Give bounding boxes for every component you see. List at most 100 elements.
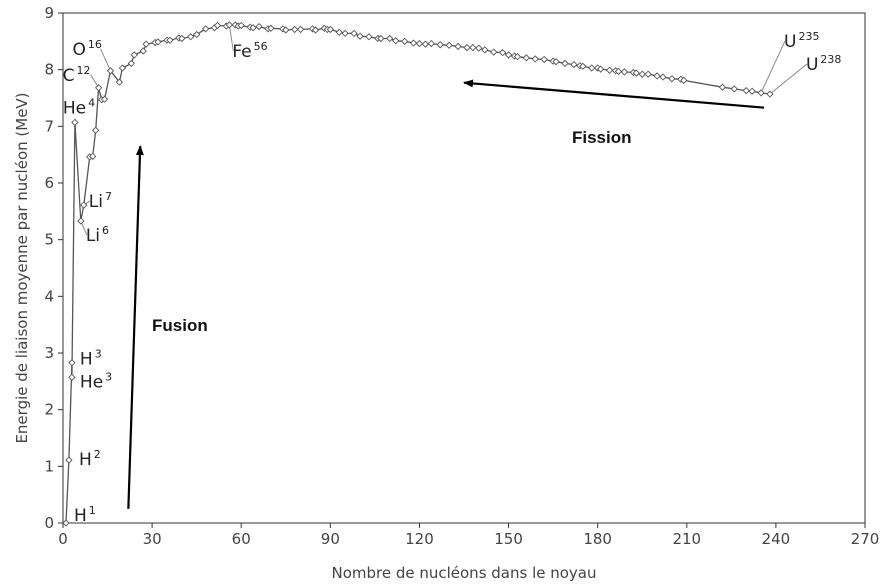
data-point <box>475 44 483 52</box>
x-tick-label: 0 <box>58 530 68 548</box>
nuclide-mass-number: 3 <box>95 348 102 361</box>
data-point <box>445 41 453 49</box>
data-point <box>115 78 124 86</box>
data-point <box>296 25 305 34</box>
data-point <box>267 24 275 32</box>
data-point <box>282 26 290 34</box>
data-point <box>187 33 195 41</box>
leader-line <box>228 24 234 51</box>
data-point <box>65 456 73 464</box>
y-axis-label: Energie de liaison moyenne par nucléon (… <box>13 92 31 443</box>
x-tick-label: 150 <box>494 530 523 548</box>
y-tick-label: 6 <box>44 174 54 192</box>
data-point <box>680 76 688 85</box>
data-point <box>409 39 418 47</box>
data-point <box>766 90 774 98</box>
process-arrow <box>463 79 765 109</box>
data-point <box>80 201 88 209</box>
data-point <box>522 54 531 62</box>
nuclide-symbol: H <box>80 350 93 370</box>
y-tick-label: 7 <box>44 117 54 135</box>
x-tick-label: 270 <box>851 530 880 548</box>
data-point <box>71 118 79 127</box>
data-point <box>653 72 661 80</box>
data-point <box>118 64 127 72</box>
data-point <box>106 67 115 75</box>
leader-line <box>100 48 111 72</box>
data-point <box>481 46 489 54</box>
data-point <box>718 83 727 91</box>
data-point <box>415 39 424 48</box>
nuclide-symbol: U <box>806 55 818 75</box>
data-point <box>421 40 430 48</box>
nuclide-symbol: Li <box>89 192 103 212</box>
data-point <box>570 60 578 69</box>
data-point <box>605 66 614 74</box>
data-point <box>638 70 646 78</box>
process-arrows: Fusion Fission <box>127 79 765 509</box>
data-point <box>350 29 358 38</box>
data-point <box>92 126 100 134</box>
label-leader-lines <box>80 24 808 236</box>
data-point <box>579 62 587 70</box>
nuclide-label: U 238 <box>806 53 841 75</box>
data-point <box>561 59 569 68</box>
data-point <box>201 25 210 33</box>
data-point <box>597 65 605 73</box>
data-point <box>154 38 162 46</box>
data-point <box>742 86 750 95</box>
data-point <box>588 64 596 72</box>
data-point <box>89 152 97 161</box>
data-point <box>463 43 471 52</box>
process-arrow <box>127 145 144 509</box>
data-point <box>95 84 103 92</box>
leader-line <box>760 40 786 94</box>
process-label: Fusion <box>152 316 208 335</box>
nuclide-symbol: H <box>79 450 92 470</box>
data-point <box>668 75 676 83</box>
x-tick-label: 180 <box>583 530 612 548</box>
data-point <box>166 36 174 44</box>
x-tick-label: 240 <box>762 530 791 548</box>
x-tick-label: 60 <box>232 530 251 548</box>
data-point <box>68 358 76 367</box>
nuclide-label: Li 6 <box>86 224 109 246</box>
data-point <box>225 21 233 29</box>
nuclide-symbol: Li <box>86 226 100 246</box>
data-point <box>513 52 522 61</box>
data-point <box>291 25 299 34</box>
data-point <box>365 33 373 41</box>
data-point <box>193 30 201 39</box>
data-point <box>77 217 85 225</box>
nuclide-mass-number: 235 <box>798 30 819 43</box>
data-point <box>498 49 507 57</box>
data-point <box>130 51 138 59</box>
y-tick-label: 2 <box>44 401 54 419</box>
data-point <box>730 85 738 93</box>
data-point <box>757 89 765 97</box>
nuclide-mass-number: 4 <box>88 96 95 109</box>
data-point <box>237 21 245 30</box>
data-point <box>139 47 147 55</box>
data-point <box>178 34 186 43</box>
nuclide-label: He 3 <box>80 370 112 392</box>
data-point <box>356 32 364 40</box>
nuclide-mass-number: 6 <box>102 224 109 237</box>
data-point <box>62 519 70 527</box>
data-point <box>341 29 349 38</box>
nuclide-mass-number: 238 <box>820 53 841 66</box>
nuclide-mass-number: 7 <box>105 190 112 203</box>
nuclide-label: Fe 56 <box>232 40 267 62</box>
nuclide-label: Li 7 <box>89 190 112 212</box>
nuclide-mass-number: 2 <box>94 448 101 461</box>
data-point <box>392 37 400 45</box>
data-point <box>249 24 257 32</box>
data-point <box>454 42 462 51</box>
x-axis-label: Nombre de nucléons dans le noyau <box>331 564 596 582</box>
y-tick-label: 9 <box>44 4 54 22</box>
data-point <box>326 25 334 34</box>
plot-frame <box>62 12 866 524</box>
nuclide-mass-number: 12 <box>77 64 91 77</box>
